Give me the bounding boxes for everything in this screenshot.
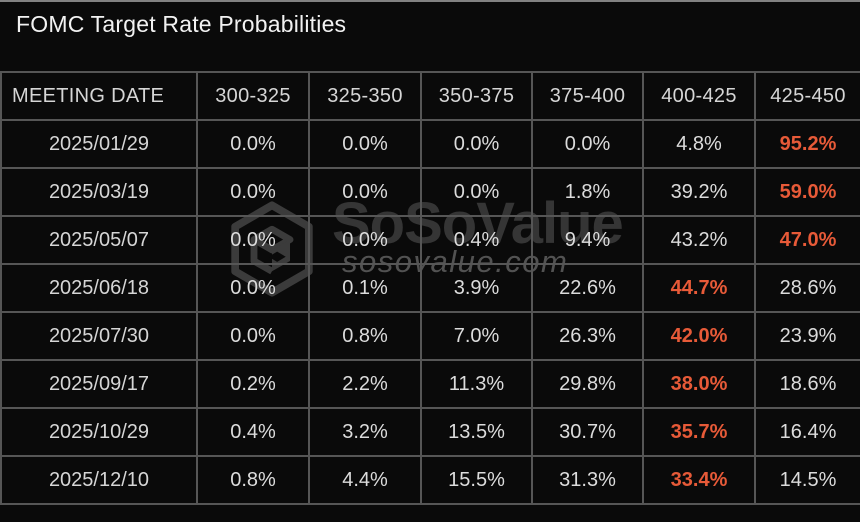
probability-cell: 4.8% [642,119,756,169]
probability-cell: 9.4% [531,215,644,265]
probability-cell: 18.6% [754,359,860,409]
probability-cell: 0.0% [420,167,533,217]
probability-cell: 3.9% [420,263,533,313]
probability-cell: 0.0% [308,119,422,169]
column-header-rate-range: 400-425 [642,71,756,121]
probability-cell: 14.5% [754,455,860,505]
probability-cell: 13.5% [420,407,533,457]
meeting-date-cell: 2025/09/17 [0,359,198,409]
table-row: 2025/05/07 0.0% 0.0% 0.4% 9.4% 43.2% 47.0% [0,215,860,265]
table-row: 2025/01/29 0.0% 0.0% 0.0% 0.0% 4.8% 95.2% [0,119,860,169]
probability-cell: 0.0% [196,167,310,217]
column-header-rate-range: 425-450 [754,71,860,121]
meeting-date-cell: 2025/12/10 [0,455,198,505]
probability-cell: 31.3% [531,455,644,505]
probability-cell: 4.4% [308,455,422,505]
table-row: 2025/12/10 0.8% 4.4% 15.5% 31.3% 33.4% 14.5% [0,455,860,505]
meeting-date-cell: 2025/05/07 [0,215,198,265]
probability-cell: 16.4% [754,407,860,457]
probability-cell: 39.2% [642,167,756,217]
column-header-rate-range: 375-400 [531,71,644,121]
probability-cell: 0.8% [308,311,422,361]
meeting-date-cell: 2025/03/19 [0,167,198,217]
probability-cell: 33.4% [642,455,756,505]
probability-cell: 22.6% [531,263,644,313]
column-header-meeting-date: MEETING DATE [0,71,198,121]
probability-cell: 0.8% [196,455,310,505]
probability-cell: 7.0% [420,311,533,361]
table-row: 2025/09/17 0.2% 2.2% 11.3% 29.8% 38.0% 18.6% [0,359,860,409]
meeting-date-cell: 2025/07/30 [0,311,198,361]
probability-cell: 0.0% [196,263,310,313]
probability-cell: 15.5% [420,455,533,505]
probability-cell: 0.1% [308,263,422,313]
table-row: 2025/06/18 0.0% 0.1% 3.9% 22.6% 44.7% 28.6% [0,263,860,313]
probability-cell: 0.0% [420,119,533,169]
probability-cell: 26.3% [531,311,644,361]
probability-cell: 30.7% [531,407,644,457]
probability-cell: 0.0% [308,215,422,265]
meeting-date-cell: 2025/10/29 [0,407,198,457]
probability-cell: 0.0% [531,119,644,169]
probability-cell: 0.4% [196,407,310,457]
probability-cell: 0.0% [308,167,422,217]
probability-cell: 35.7% [642,407,756,457]
column-header-rate-range: 350-375 [420,71,533,121]
probability-cell: 0.0% [196,119,310,169]
rate-probabilities-table: MEETING DATE 300-325 325-350 350-375 375-400… [0,71,860,505]
probability-cell: 1.8% [531,167,644,217]
probability-cell: 38.0% [642,359,756,409]
table-row: 2025/03/19 0.0% 0.0% 0.0% 1.8% 39.2% 59.0% [0,167,860,217]
probability-cell: 43.2% [642,215,756,265]
probability-cell: 0.0% [196,311,310,361]
probability-cell: 95.2% [754,119,860,169]
probability-cell: 28.6% [754,263,860,313]
probability-cell: 3.2% [308,407,422,457]
column-header-rate-range: 300-325 [196,71,310,121]
table-header-row: MEETING DATE 300-325 325-350 350-375 375-400… [0,71,860,121]
table-row: 2025/07/30 0.0% 0.8% 7.0% 26.3% 42.0% 23.9% [0,311,860,361]
probability-cell: 2.2% [308,359,422,409]
probability-cell: 47.0% [754,215,860,265]
meeting-date-cell: 2025/06/18 [0,263,198,313]
meeting-date-cell: 2025/01/29 [0,119,198,169]
probability-cell: 23.9% [754,311,860,361]
probability-cell: 11.3% [420,359,533,409]
page-title: FOMC Target Rate Probabilities [16,11,347,37]
probability-cell: 0.0% [196,215,310,265]
probability-cell: 44.7% [642,263,756,313]
probability-cell: 0.2% [196,359,310,409]
probability-cell: 42.0% [642,311,756,361]
probability-cell: 59.0% [754,167,860,217]
table-row: 2025/10/29 0.4% 3.2% 13.5% 30.7% 35.7% 16.4% [0,407,860,457]
probability-cell: 29.8% [531,359,644,409]
column-header-rate-range: 325-350 [308,71,422,121]
probability-cell: 0.4% [420,215,533,265]
